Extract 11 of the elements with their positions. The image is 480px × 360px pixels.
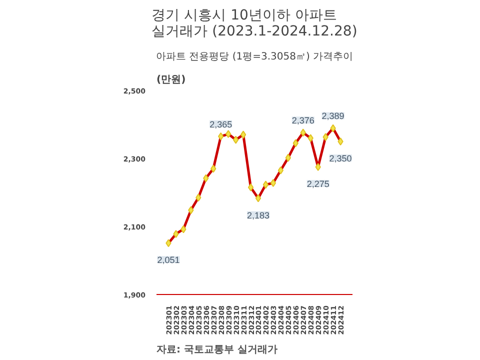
data-label: 2,183: [246, 210, 270, 220]
text: 자료: 국토교통부 실거래가: [156, 344, 278, 356]
data-label: 2,389: [322, 111, 344, 122]
data-label: 2,365: [210, 119, 232, 130]
y-axis-title: (만원): [156, 74, 186, 86]
data-label: 2,350: [329, 154, 352, 164]
data-label: 2,051: [157, 255, 180, 266]
chart-title: 경기 시흥시 10년이하 아파트 실거래가 (2023.1-2024.12.28): [152, 8, 358, 40]
data-label: 2,376: [292, 116, 314, 126]
chart-subtitle: 아파트 전용평당 (1평=3.3058㎡) 가격추이: [156, 52, 354, 62]
data-label: 2,275: [306, 179, 330, 189]
